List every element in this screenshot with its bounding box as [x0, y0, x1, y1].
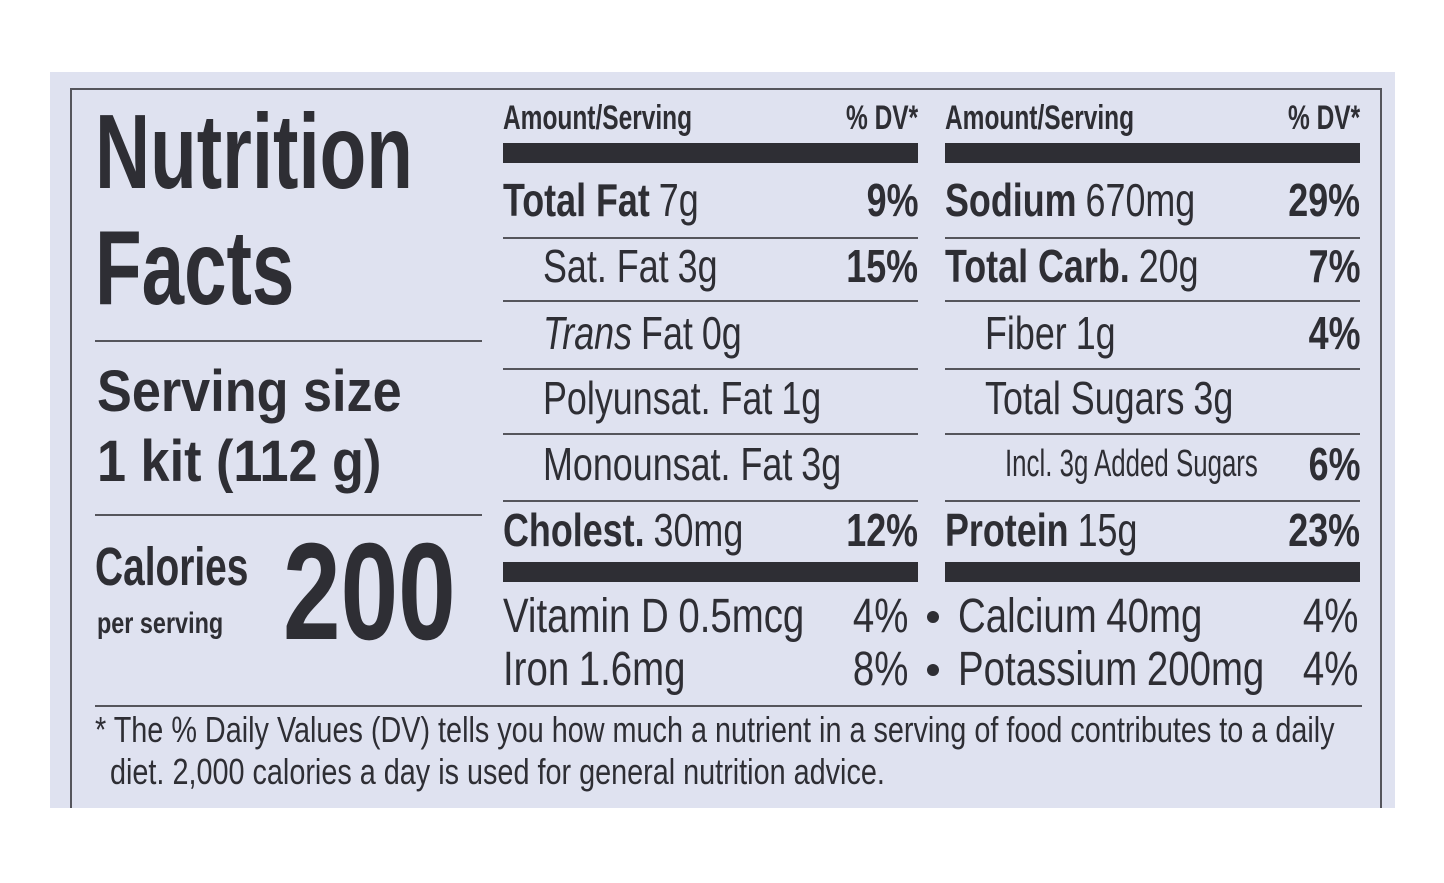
serving-amount: 1 kit (112 g) — [97, 429, 382, 494]
nutrient-amount: 3g — [801, 438, 842, 490]
thick-rule — [945, 562, 1360, 582]
vitamin-row: Iron 1.6mg — [503, 646, 686, 694]
nutrient-name: Incl. 3g Added Sugars — [1005, 443, 1258, 485]
nutrient-row: Total Carb. 20g — [945, 243, 1199, 289]
nutrient-row: Total Sugars 3g — [985, 375, 1233, 421]
thick-rule — [503, 143, 918, 163]
vitamin-dv: 4% — [1302, 590, 1359, 643]
rule — [945, 500, 1360, 502]
nutrient-row: Protein 15g — [945, 507, 1137, 553]
rule — [503, 433, 918, 435]
nutrient-name: Total Carb. — [945, 240, 1130, 292]
rule — [945, 368, 1360, 370]
nutrient-amount: 0g — [701, 307, 742, 359]
nutrient-dv: 9% — [866, 174, 918, 226]
bullet — [927, 611, 939, 623]
nutrient-amount: 30mg — [653, 504, 744, 556]
nutrient-amount: 3g — [677, 240, 718, 292]
nutrient-name: Cholest. — [503, 504, 645, 556]
nutrient-amount: 670mg — [1085, 174, 1196, 226]
nutrient-row: Sat. Fat 3g — [543, 243, 718, 289]
nutrient-dv: 12% — [846, 504, 918, 556]
vitamin-row: Vitamin D 0.5mcg — [503, 593, 804, 641]
nutrient-row: Polyunsat. Fat 1g — [543, 375, 821, 421]
nutrient-name: Sodium — [945, 174, 1077, 226]
nutrient-amount: 15g — [1077, 504, 1138, 556]
bullet — [927, 664, 939, 676]
vitamin-name: Iron — [503, 643, 570, 696]
vitamin-dv: 4% — [1302, 643, 1359, 696]
nutrient-amount: 20g — [1138, 240, 1199, 292]
rule — [503, 500, 918, 502]
rule — [945, 433, 1360, 435]
nutrient-row: Fiber 1g — [985, 310, 1116, 356]
rule — [95, 705, 1362, 707]
nutrient-dv: 29% — [1288, 174, 1360, 226]
dv-header: % DV* — [845, 99, 918, 137]
vitamin-amount: 200mg — [1146, 643, 1265, 696]
nutrient-name: Polyunsat. Fat — [543, 372, 773, 424]
dv-header: % DV* — [1287, 99, 1360, 137]
footnote: * The % Daily Values (DV) tells you how … — [95, 709, 1335, 750]
nutrient-dv: 4% — [1308, 307, 1360, 359]
nutrient-name: Fat — [641, 307, 693, 359]
nutrient-amount: 7g — [658, 174, 699, 226]
rule — [503, 300, 918, 302]
thick-rule — [503, 562, 918, 582]
rule — [95, 514, 482, 516]
nutrient-row: Incl. 3g Added Sugars — [1005, 445, 1258, 483]
nutrient-name: Sat. Fat — [543, 240, 669, 292]
nutrient-row: Trans Fat 0g — [543, 310, 742, 356]
nutrient-dv: 6% — [1308, 438, 1360, 490]
calories-value: 200 — [283, 515, 456, 669]
vitamin-amount: 40mg — [1106, 590, 1203, 643]
vitamin-amount: 0.5mcg — [678, 590, 805, 643]
calories-note: per serving — [97, 607, 224, 640]
column-header: Amount/Serving — [503, 99, 693, 137]
vitamin-name: Calcium — [958, 590, 1097, 643]
rule — [945, 300, 1360, 302]
nutrient-amount: 1g — [781, 372, 822, 424]
nutrient-row: Cholest. 30mg — [503, 507, 743, 553]
vitamin-row: Calcium 40mg — [958, 593, 1202, 641]
nutrient-row: Total Fat 7g — [503, 177, 699, 223]
nutrient-dv: 23% — [1288, 504, 1360, 556]
nutrient-name: Protein — [945, 504, 1069, 556]
rule — [945, 237, 1360, 239]
vitamin-name: Potassium — [958, 643, 1138, 696]
serving-label: Serving size — [97, 359, 402, 424]
rule — [503, 237, 918, 239]
vitamin-dv: 4% — [852, 590, 909, 643]
title: Nutrition — [95, 93, 413, 211]
nutrient-name: Total Fat — [503, 174, 650, 226]
nutrient-amount: 1g — [1075, 307, 1116, 359]
label-frame — [70, 88, 1382, 808]
calories-label: Calories — [95, 537, 249, 597]
nutrition-label: Nutrition Facts Serving size 1 kit (112 g) C… — [50, 72, 1395, 808]
nutrient-amount: 3g — [1193, 372, 1234, 424]
nutrient-row: Sodium 670mg — [945, 177, 1195, 223]
nutrient-row: Monounsat. Fat 3g — [543, 441, 841, 487]
vitamin-amount: 1.6mg — [578, 643, 686, 696]
column-header: Amount/Serving — [945, 99, 1135, 137]
footnote: diet. 2,000 calories a day is used for g… — [110, 751, 885, 792]
rule — [95, 340, 482, 342]
vitamin-dv: 8% — [852, 643, 909, 696]
vitamin-row: Potassium 200mg — [958, 646, 1264, 694]
nutrient-dv: 7% — [1308, 240, 1360, 292]
rule — [503, 368, 918, 370]
nutrient-name: Total Sugars — [985, 372, 1185, 424]
title: Facts — [95, 209, 295, 327]
nutrient-name: Fiber — [985, 307, 1067, 359]
nutrient-name: Monounsat. Fat — [543, 438, 793, 490]
nutrient-dv: 15% — [846, 240, 918, 292]
nutrient-prefix: Trans — [543, 307, 633, 359]
vitamin-name: Vitamin D — [503, 590, 669, 643]
thick-rule — [945, 143, 1360, 163]
